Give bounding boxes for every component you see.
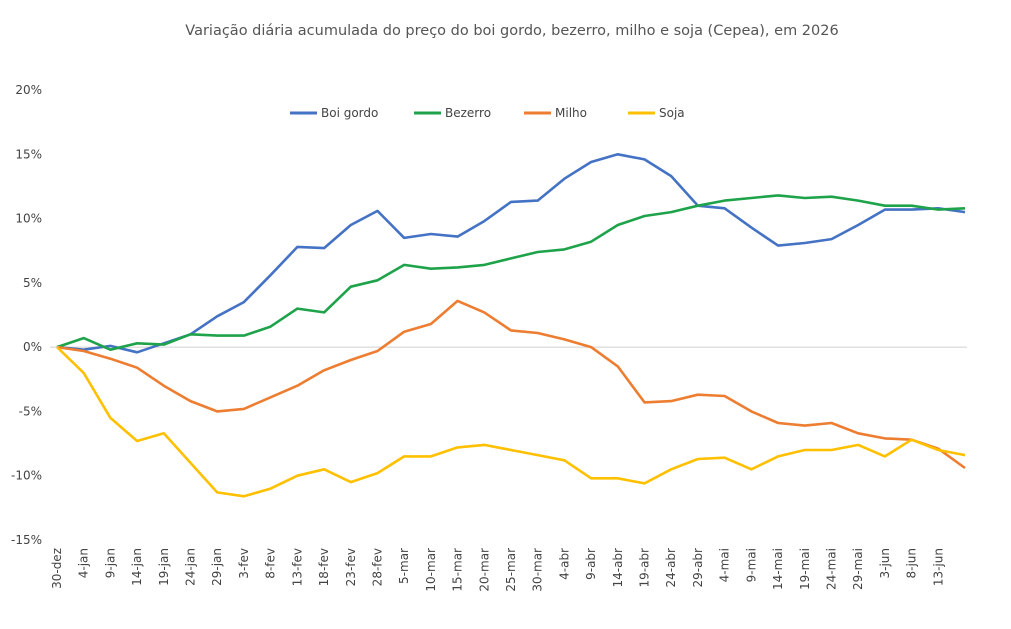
x-tick-label: 9-mai <box>744 548 758 582</box>
y-tick-label: -5% <box>19 404 42 418</box>
chart-title: Variação diária acumulada do preço do bo… <box>185 23 838 39</box>
x-tick-label: 14-abr <box>611 548 625 588</box>
x-tick-label: 29-jan <box>210 548 224 586</box>
y-tick-label: -10% <box>11 469 42 483</box>
y-tick-label: 0% <box>23 340 42 354</box>
x-tick-label: 9-abr <box>584 548 598 580</box>
y-tick-label: 5% <box>23 276 42 290</box>
y-tick-label: 15% <box>15 147 42 161</box>
x-tick-label: 18-fev <box>317 548 331 586</box>
x-tick-label: 29-mai <box>851 548 865 590</box>
legend-label: Boi gordo <box>321 106 378 120</box>
x-tick-label: 24-jan <box>184 548 198 586</box>
x-tick-label: 24-abr <box>664 548 678 588</box>
x-tick-label: 28-fev <box>370 548 384 586</box>
x-tick-label: 20-mar <box>477 548 491 592</box>
legend-label: Bezerro <box>445 106 491 120</box>
series-line <box>56 299 966 470</box>
x-tick-label: 14-mai <box>771 548 785 590</box>
y-tick-label: 20% <box>15 83 42 97</box>
x-tick-label: 29-abr <box>691 548 705 588</box>
x-tick-label: 4-jan <box>77 548 91 578</box>
x-tick-label: 30-mar <box>531 548 545 592</box>
x-tick-label: 4-abr <box>557 548 571 580</box>
x-tick-label: 25-mar <box>504 548 518 592</box>
x-tick-label: 13-jun <box>931 548 945 586</box>
x-tick-label: 8-jun <box>905 548 919 579</box>
x-tick-label: 19-mai <box>798 548 812 590</box>
x-tick-label: 8-fev <box>264 548 278 579</box>
x-tick-label: 3-fev <box>237 548 251 579</box>
x-tick-label: 9-jan <box>103 548 117 578</box>
legend-label: Soja <box>659 106 685 120</box>
x-tick-label: 5-mar <box>397 548 411 584</box>
legend-label: Milho <box>555 106 587 120</box>
x-tick-label: 23-fev <box>344 548 358 586</box>
y-tick-label: 10% <box>15 212 42 226</box>
x-tick-label: 10-mar <box>424 548 438 592</box>
x-tick-label: 4-mai <box>718 548 732 582</box>
x-tick-label: 19-jan <box>157 548 171 586</box>
x-tick-label: 19-abr <box>638 548 652 588</box>
series-line <box>56 194 966 352</box>
x-tick-label: 24-mai <box>824 548 838 590</box>
x-tick-label: 30-dez <box>50 548 64 589</box>
x-tick-label: 3-jun <box>878 548 892 579</box>
series-line <box>56 346 966 498</box>
x-tick-label: 14-jan <box>130 548 144 586</box>
y-tick-label: -15% <box>11 533 42 547</box>
series-line <box>56 153 966 354</box>
x-tick-label: 15-mar <box>451 548 465 592</box>
x-tick-label: 13-fev <box>290 548 304 586</box>
